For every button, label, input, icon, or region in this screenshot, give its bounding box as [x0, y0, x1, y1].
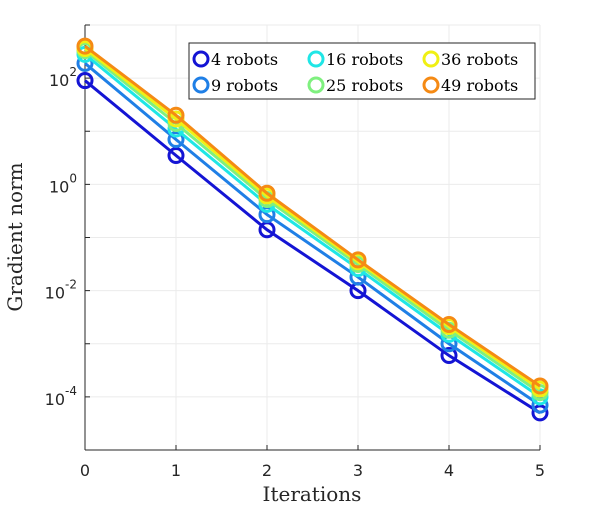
y-tick-label: 102 — [49, 65, 77, 90]
data-point — [76, 37, 94, 55]
data-point — [167, 130, 185, 148]
axes — [84, 24, 541, 451]
x-tick-label: 0 — [80, 461, 90, 480]
legend-label: 4 robots — [211, 50, 278, 69]
legend-label: 49 robots — [441, 76, 518, 95]
x-tick-label: 2 — [262, 461, 272, 480]
legend-label: 25 robots — [326, 76, 403, 95]
data-point — [76, 72, 94, 90]
data-point — [349, 251, 367, 269]
legend-marker — [192, 50, 210, 68]
legend-label: 9 robots — [211, 76, 278, 95]
tick-labels: 0 1 2 3 4 5 102 100 10-2 10-4 — [45, 65, 545, 480]
series-line — [84, 49, 541, 394]
x-tick-label: 3 — [353, 461, 363, 480]
series-line — [84, 79, 541, 415]
legend: 4 robots 9 robots 16 robots 25 robots 36 rob… — [188, 42, 536, 100]
y-tick-label: 10-2 — [45, 278, 77, 303]
legend-label: 16 robots — [326, 50, 403, 69]
data-point — [440, 316, 458, 334]
data-point — [531, 377, 549, 395]
data-point — [531, 396, 549, 414]
series-line — [84, 53, 541, 399]
legend-label: 36 robots — [441, 50, 518, 69]
series-line — [84, 47, 541, 391]
y-tick-label: 100 — [49, 171, 77, 196]
legend-marker — [307, 50, 325, 68]
x-axis-title: Iterations — [263, 482, 362, 506]
legend-marker — [422, 76, 440, 94]
data-point — [167, 106, 185, 124]
series-group — [76, 37, 549, 422]
x-tick-label: 5 — [535, 461, 545, 480]
data-point — [531, 404, 549, 422]
legend-marker — [422, 50, 440, 68]
legend-marker — [192, 76, 210, 94]
data-point — [440, 347, 458, 365]
data-point — [258, 184, 276, 202]
legend-marker — [307, 76, 325, 94]
y-axis-title: Gradient norm — [3, 162, 27, 311]
series-line — [84, 62, 541, 407]
x-tick-label: 1 — [171, 461, 181, 480]
series-line — [84, 44, 541, 388]
y-tick-label: 10-4 — [45, 384, 77, 409]
x-tick-label: 4 — [444, 461, 454, 480]
data-point — [167, 146, 185, 164]
legend-box — [188, 42, 536, 100]
